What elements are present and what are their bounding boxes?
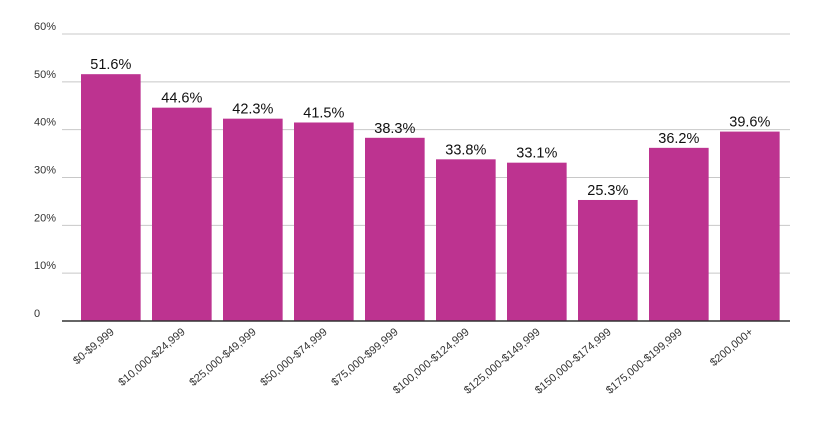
y-tick-label: 40% [34,117,56,129]
y-tick-label: 20% [34,212,56,224]
bar [507,162,567,321]
data-label: 38.3% [374,121,415,137]
y-tick-label: 60% [34,21,56,33]
bars [81,74,780,322]
y-tick-label: 0 [34,308,40,320]
x-tick-label: $150,000-$174,999 [533,326,614,397]
x-tick-label: $25,000-$49,999 [187,326,258,389]
data-label: 39.6% [729,115,770,131]
bar [294,122,354,321]
bar [578,199,638,321]
x-tick-label: $200,000+ [708,326,756,369]
x-axis-tick-labels: $0-$9,999 $10,000-$24,999 $25,000-$49,999 $… [71,326,756,397]
x-tick-label: $0-$9,999 [71,326,117,367]
x-tick-label: $175,000-$199,999 [604,326,685,397]
bar [152,107,212,321]
bar [81,74,141,322]
bar [223,118,283,321]
x-tick-label: $100,000-$124,999 [391,326,472,397]
y-tick-label: 10% [34,260,56,272]
x-tick-label: $125,000-$149,999 [462,326,543,397]
y-tick-label: 30% [34,165,56,177]
x-tick-label: $75,000-$99,999 [329,326,400,389]
bar [649,147,709,321]
x-tick-label: $10,000-$24,999 [116,326,187,389]
data-label: 36.2% [658,131,699,147]
data-label: 33.1% [516,146,557,162]
data-label: 44.6% [161,91,202,107]
data-labels: 51.6% 44.6% 42.3% 41.5% 38.3% 33.8% 33.1% 25.3%… [90,57,770,199]
data-label: 33.8% [445,142,486,158]
bar [436,159,496,321]
y-axis-tick-labels: 0 10% 20% 30% 40% 50% 60% [34,21,56,320]
data-label: 42.3% [232,102,273,118]
y-tick-label: 50% [34,69,56,81]
data-label: 41.5% [303,105,344,121]
bar [720,131,780,321]
x-tick-label: $50,000-$74,999 [258,326,329,389]
data-label: 25.3% [587,183,628,199]
data-label: 51.6% [90,57,131,73]
bar [365,137,425,321]
